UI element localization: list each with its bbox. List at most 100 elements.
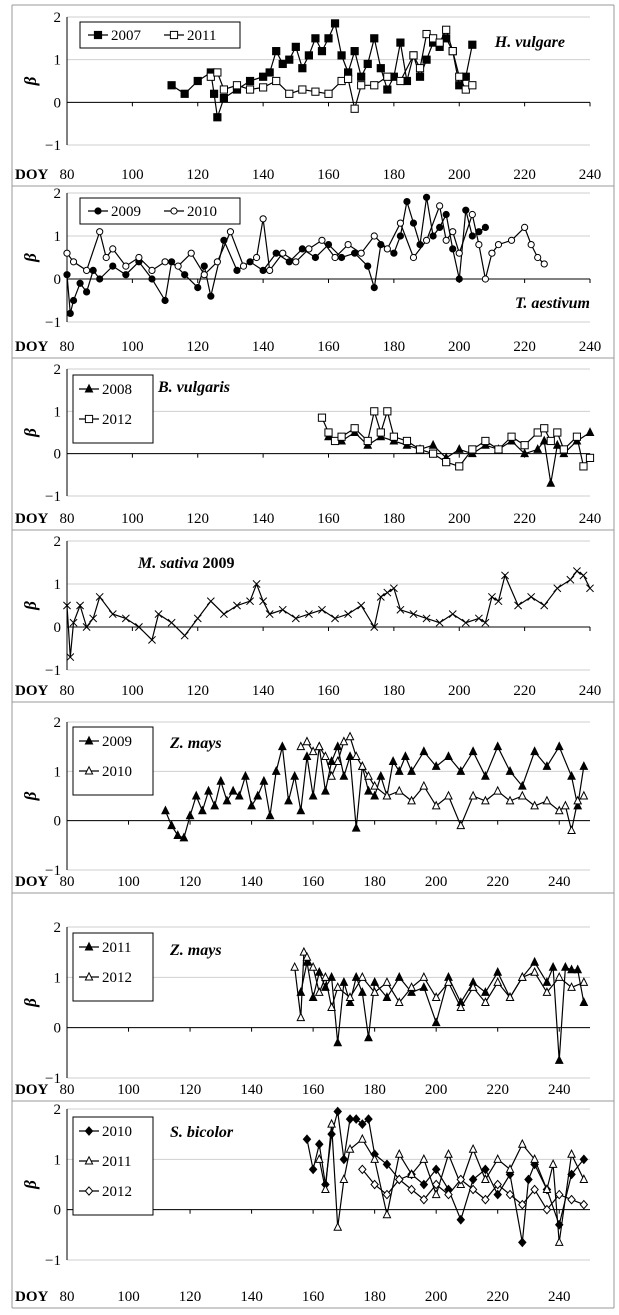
data-point (89, 614, 98, 623)
data-point (330, 19, 340, 28)
data-point (321, 785, 330, 795)
data-point (298, 245, 306, 253)
data-point (327, 1129, 336, 1140)
data-point (350, 47, 359, 56)
data-point (579, 977, 589, 986)
data-point (530, 956, 540, 966)
x-tick-label: 100 (117, 874, 140, 890)
data-point (213, 113, 222, 122)
data-point (456, 766, 466, 775)
data-point (272, 47, 281, 56)
data-point (553, 428, 562, 437)
species-label: H. vulgare (494, 34, 565, 51)
legend-label: 2009 (111, 204, 141, 220)
data-point (337, 253, 346, 262)
data-point (233, 266, 241, 274)
data-point (83, 288, 91, 296)
data-point (572, 432, 582, 441)
y-tick-label: −1 (45, 138, 61, 154)
data-point (540, 424, 549, 433)
data-point (194, 284, 202, 292)
data-point (480, 997, 490, 1006)
x-tick-label: 200 (425, 1289, 448, 1305)
data-point (185, 810, 195, 820)
x-tick-label: 100 (121, 167, 144, 183)
x-tick-label: 160 (317, 511, 340, 527)
x-tick-label: 160 (317, 167, 340, 183)
data-point (122, 271, 130, 279)
data-point (357, 987, 367, 996)
data-point (298, 85, 307, 94)
y-tick-label: 2 (54, 1102, 62, 1118)
data-point (383, 588, 392, 597)
data-point (265, 610, 274, 619)
x-tick-label: 160 (317, 339, 340, 355)
data-point (305, 245, 313, 253)
data-point (579, 1199, 589, 1210)
data-point (364, 770, 373, 780)
data-point (161, 296, 169, 305)
x-tick-label: 220 (513, 167, 536, 183)
x-tick-label: 220 (513, 683, 536, 699)
data-point (455, 72, 464, 81)
data-point (517, 972, 527, 981)
species-label: S. bicolor (170, 1124, 234, 1141)
data-point (291, 42, 300, 51)
data-point (505, 1164, 515, 1173)
data-point (327, 1118, 336, 1128)
data-point (407, 1184, 416, 1195)
data-point (585, 427, 595, 436)
data-point (339, 977, 349, 986)
data-point (296, 741, 306, 751)
data-point (364, 1114, 373, 1124)
y-tick-label: 1 (54, 53, 62, 69)
data-point (409, 51, 418, 60)
data-point (219, 93, 229, 103)
x-tick-label: 220 (486, 874, 509, 890)
data-point (431, 1017, 441, 1027)
x-tick-label: 180 (383, 683, 406, 699)
data-point (553, 584, 562, 593)
legend-label: 2011 (187, 28, 216, 44)
data-point (579, 571, 588, 580)
data-point (382, 1209, 392, 1219)
data-point (337, 432, 346, 441)
data-point (567, 825, 576, 835)
data-point (579, 761, 589, 770)
data-point (542, 761, 552, 770)
data-point (339, 1174, 349, 1183)
x-tick-label: 180 (363, 1082, 386, 1098)
data-point (370, 232, 378, 240)
data-point (357, 601, 366, 610)
data-point (402, 436, 412, 446)
data-point (566, 575, 575, 584)
species-label: M. sativa 2009 (137, 555, 234, 572)
data-point (415, 72, 425, 81)
data-point (409, 219, 418, 227)
data-point (259, 72, 268, 81)
data-point (345, 997, 355, 1006)
data-point (314, 741, 324, 751)
data-point (350, 424, 359, 433)
data-point (364, 785, 373, 795)
y-tick-label: 1 (54, 970, 62, 986)
data-point (318, 236, 326, 244)
data-point (284, 795, 293, 805)
data-point (527, 241, 535, 249)
data-point (308, 790, 318, 800)
data-point (396, 232, 405, 240)
data-point (234, 790, 244, 800)
data-point (554, 741, 564, 751)
data-point (468, 982, 478, 991)
data-point (206, 597, 215, 606)
data-point (468, 746, 478, 756)
data-point (481, 275, 489, 283)
data-point (455, 81, 464, 90)
y-tick-label: 2 (54, 534, 62, 550)
data-point (209, 89, 219, 98)
data-point (480, 770, 490, 780)
species-label: Z. mays (169, 942, 222, 959)
legend-marker (84, 765, 94, 775)
series-2008 (324, 427, 595, 487)
legend: 2009 2010 (72, 726, 154, 796)
